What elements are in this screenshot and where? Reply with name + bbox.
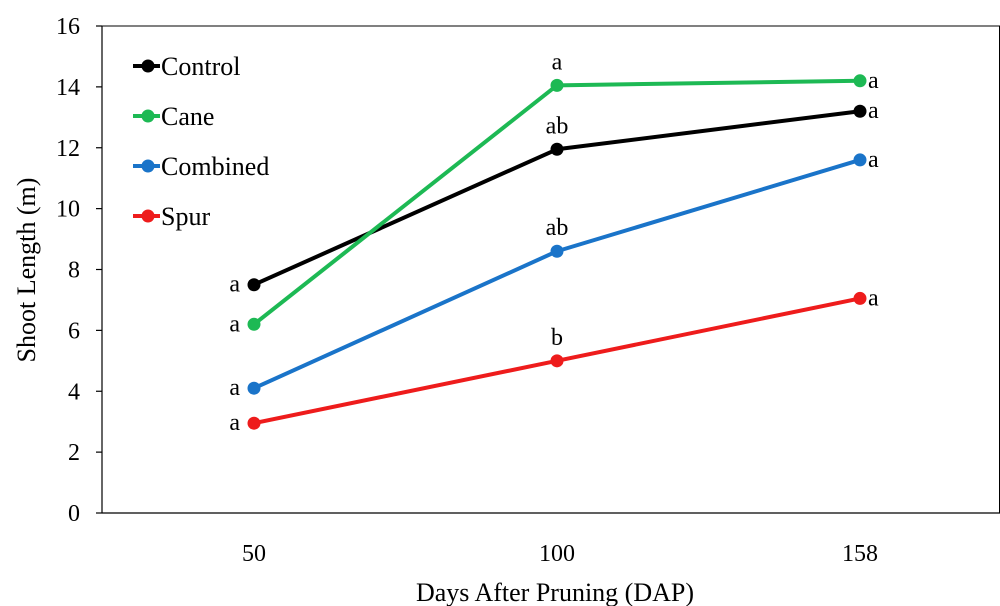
legend-label-spur: Spur <box>161 202 210 231</box>
data-point-spur <box>550 354 564 368</box>
significance-label-control: a <box>229 272 240 298</box>
significance-label-cane: a <box>552 49 563 75</box>
data-point-cane <box>550 78 564 92</box>
y-tick-label: 2 <box>68 440 80 466</box>
legend-marker-combined <box>141 159 155 173</box>
significance-label-spur: a <box>868 285 879 311</box>
significance-label-combined: a <box>229 375 240 401</box>
significance-label-combined: ab <box>546 215 569 241</box>
legend-label-combined: Combined <box>161 152 269 181</box>
data-point-spur <box>853 291 867 305</box>
data-point-control <box>550 142 564 156</box>
y-tick-label: 4 <box>68 379 80 405</box>
data-point-combined <box>247 381 261 395</box>
axes: 0 2 4 6 8 10 12 14 16 50 100 158 <box>56 14 1000 567</box>
y-tick-label: 8 <box>68 258 80 284</box>
y-tick-label: 10 <box>56 197 80 223</box>
data-point-control <box>247 278 261 292</box>
x-tick-label: 100 <box>539 541 575 567</box>
y-axis-title: Shoot Length (m) <box>12 178 41 363</box>
legend-marker-spur <box>141 209 155 223</box>
x-axis-title: Days After Pruning (DAP) <box>416 578 694 606</box>
x-tick-label: 50 <box>242 541 266 567</box>
data-point-spur <box>247 416 261 430</box>
data-point-cane <box>247 317 261 331</box>
legend-label-control: Control <box>161 52 240 81</box>
legend-label-cane: Cane <box>161 102 214 131</box>
legend-marker-cane <box>141 109 155 123</box>
significance-label-cane: a <box>868 68 879 94</box>
significance-label-cane: a <box>229 311 240 337</box>
significance-label-combined: a <box>868 147 879 173</box>
significance-label-spur: b <box>551 325 563 351</box>
significance-label-control: ab <box>546 113 569 139</box>
significance-label-spur: a <box>229 410 240 436</box>
legend: Control Cane Combined Spur <box>133 52 269 231</box>
data-point-combined <box>853 153 867 167</box>
series-layer <box>247 74 867 430</box>
y-tick-label: 0 <box>68 501 80 527</box>
data-point-control <box>853 104 867 118</box>
y-tick-label: 14 <box>56 75 80 101</box>
series-line-combined <box>253 158 861 391</box>
data-point-cane <box>853 74 867 88</box>
legend-marker-control <box>141 59 155 73</box>
y-tick-label: 12 <box>56 136 80 162</box>
y-tick-label: 16 <box>56 14 80 40</box>
x-tick-label: 158 <box>842 541 878 567</box>
y-tick-label: 6 <box>68 318 80 344</box>
data-point-combined <box>550 244 564 258</box>
significance-label-control: a <box>868 98 879 124</box>
